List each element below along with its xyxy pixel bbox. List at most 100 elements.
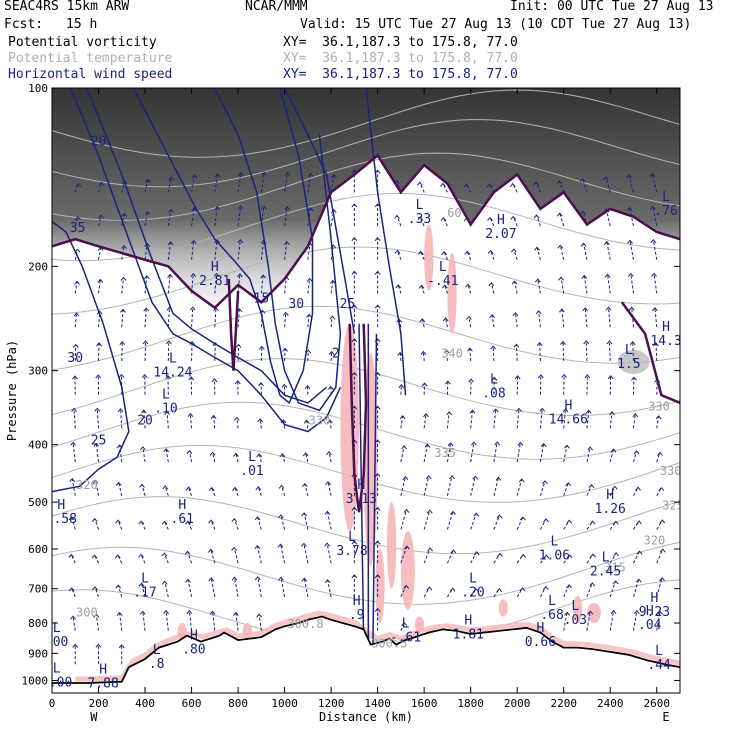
wind-vector <box>560 340 566 361</box>
theta-contour <box>52 192 680 262</box>
cloud-region <box>447 253 457 334</box>
wind-vector <box>394 214 402 227</box>
wind-vector <box>489 314 496 328</box>
cloud-region <box>573 595 583 624</box>
extremum-marker: L.68 <box>540 594 563 623</box>
wind-vector <box>446 474 455 496</box>
extremum-type: L <box>662 190 670 205</box>
wind-vector <box>94 407 101 429</box>
wind-vector <box>586 553 596 564</box>
wind-vector <box>563 584 572 598</box>
wind-vector <box>418 284 425 294</box>
wind-vector <box>626 174 634 193</box>
legend-wind-name: Horizontal wind speed <box>8 67 173 82</box>
extremum-marker: L.10 <box>154 388 177 417</box>
terrain-fill <box>52 616 680 693</box>
wind-vector <box>649 205 658 227</box>
wind-vector <box>118 644 125 665</box>
cloud-region <box>400 531 415 610</box>
wind-vector <box>538 374 544 395</box>
wind-vector <box>421 382 428 395</box>
wind-vector <box>74 182 82 193</box>
extremum-value: 2.45 <box>590 565 621 580</box>
wind-vector <box>330 209 337 227</box>
wind-vector <box>191 174 198 193</box>
wind-vector <box>167 208 174 227</box>
extremum-value: .03 <box>564 613 587 628</box>
wind-vector <box>417 216 425 227</box>
extremum-marker: H7.88 <box>88 663 119 692</box>
wind-vector <box>208 577 216 597</box>
wind-vector <box>419 318 426 328</box>
wind-vector <box>95 643 102 665</box>
wind-vector <box>585 409 592 429</box>
x-tick-label: 800 <box>228 697 248 710</box>
wind-vector <box>656 451 663 463</box>
wind-vector <box>583 340 590 361</box>
theta-label: 340 <box>441 346 463 360</box>
extremum-value: 14.66 <box>549 413 588 428</box>
x-tick-label: 1200 <box>318 697 345 710</box>
x-tick-label: 2600 <box>643 697 670 710</box>
wind-vector <box>626 206 634 227</box>
wind-vector <box>74 280 80 294</box>
extremum-marker: H.04 <box>638 604 662 633</box>
wind-vector <box>144 242 151 260</box>
wind-vector <box>165 374 171 395</box>
extremum-value: .33 <box>408 212 431 227</box>
wind-vector <box>301 482 309 496</box>
wind-vector <box>71 407 77 429</box>
wind-vector <box>237 239 244 260</box>
wind-vector <box>416 181 425 193</box>
theta-label: 300 <box>76 606 98 620</box>
wind-speed-label: 30 <box>67 351 83 366</box>
legend-theta-name: Potential temperature <box>8 51 173 66</box>
extremum-type: L <box>402 617 410 632</box>
pv-shading-blob <box>617 349 650 374</box>
wind-vector <box>562 408 569 429</box>
wind-vector <box>329 315 336 328</box>
terrain-line <box>52 615 680 684</box>
wind-vector <box>633 486 641 496</box>
wind-vector <box>210 414 217 429</box>
wind-vector <box>325 480 332 496</box>
wind-vector <box>324 579 332 597</box>
wind-vector <box>258 345 265 361</box>
wind-vector <box>189 306 196 328</box>
wind-vector <box>351 236 358 260</box>
wind-vector <box>214 239 220 260</box>
wind-vector <box>563 482 572 496</box>
x-tick-label: 0 <box>49 697 56 710</box>
wind-vector <box>609 609 617 631</box>
wind-vector <box>164 410 170 429</box>
wind-vector <box>144 178 151 193</box>
wind-vector <box>232 486 239 496</box>
theta-label: 325 <box>662 499 684 513</box>
extremum-type: L <box>53 661 61 676</box>
wind-vector <box>70 615 76 631</box>
wind-vector <box>516 478 525 496</box>
wind-vector <box>92 586 99 598</box>
wind-vector <box>627 272 634 294</box>
x-tick-label: 1800 <box>457 697 484 710</box>
cloud-region <box>386 502 397 589</box>
wind-vector <box>465 283 472 294</box>
wind-vector <box>143 307 150 328</box>
wind-vector <box>516 441 524 463</box>
wind-vector <box>282 311 289 328</box>
extremum-value: 1.06 <box>539 548 570 563</box>
extremum-marker: H.9 <box>349 594 365 623</box>
wind-vector <box>351 574 358 597</box>
extremum-marker: L.8 <box>149 643 165 672</box>
wind-vector <box>301 512 309 530</box>
wind-vector <box>558 276 565 294</box>
wind-vector <box>512 312 519 328</box>
wind-vector <box>563 611 570 631</box>
wind-vector <box>208 486 216 496</box>
extremum-value: 1.00 <box>41 675 72 690</box>
wind-vector <box>464 250 472 260</box>
wind-speed-label: 15 <box>254 291 270 306</box>
wind-vector <box>397 351 404 361</box>
wind-vector <box>186 449 193 463</box>
wind-vector <box>398 383 405 395</box>
